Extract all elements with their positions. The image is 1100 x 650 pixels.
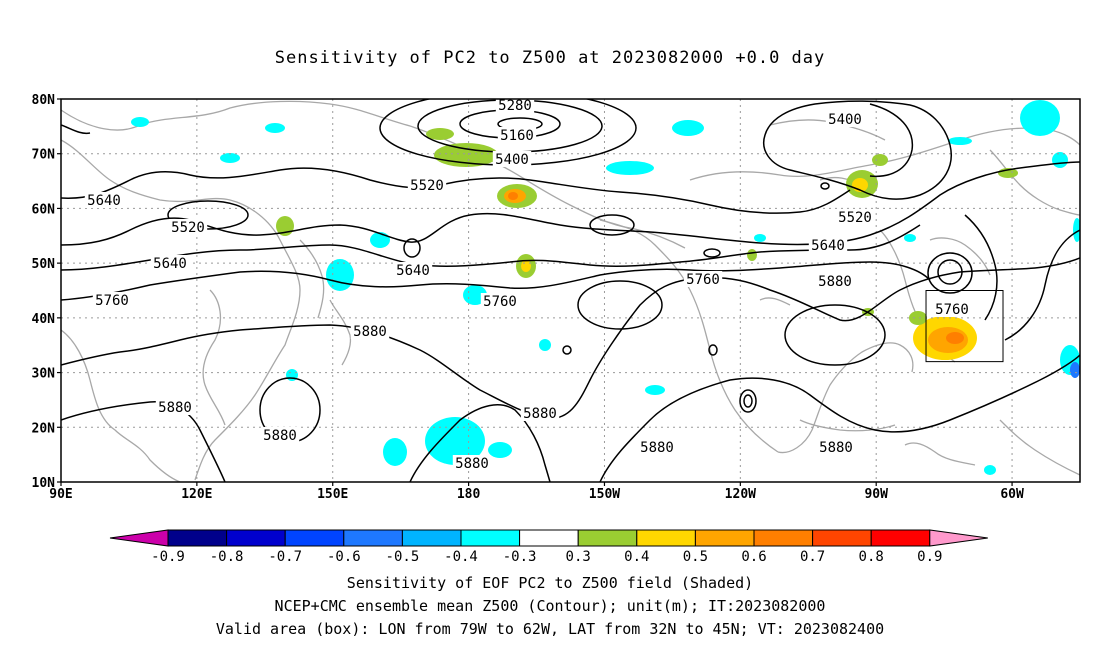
valid-area-box [925, 290, 1004, 363]
z500-contours [61, 99, 1080, 482]
contour-label: 5640 [811, 238, 845, 254]
colorbar-cell [460, 529, 521, 547]
lon-tick-label: 120E [181, 487, 212, 502]
colorbar-cell [167, 529, 228, 547]
lat-tick-label: 50N [32, 257, 56, 272]
lat-tick-label: 20N [32, 421, 56, 436]
colorbar-label: -0.3 [503, 549, 537, 565]
colorbar-label: 0.8 [859, 549, 884, 565]
lat-tick-label: 40N [32, 312, 56, 327]
contour-label: 5760 [483, 294, 517, 310]
plot-title: Sensitivity of PC2 to Z500 at 2023082000… [274, 48, 826, 68]
colorbar-label: 0.9 [917, 549, 942, 565]
contour-label: 5760 [935, 302, 969, 318]
lat-tick-label: 70N [32, 148, 56, 163]
caption-shaded: Sensitivity of EOF PC2 to Z500 field (Sh… [346, 574, 754, 592]
contour-label: 5640 [87, 193, 121, 209]
contour-label: 5400 [495, 152, 529, 168]
contour-label: 5880 [640, 440, 674, 456]
lon-tick-label: 150E [317, 487, 348, 502]
lat-tick-label: 30N [32, 367, 56, 382]
colorbar-label: 0.7 [800, 549, 825, 565]
colorbar-cell [401, 529, 462, 547]
contour-label: 5400 [828, 112, 862, 128]
colorbar-max-arrow [929, 529, 988, 547]
colorbar-cell [636, 529, 696, 547]
colorbar-label: -0.4 [444, 549, 478, 565]
contour-label: 5880 [158, 400, 192, 416]
colorbar-cell [870, 529, 931, 547]
lon-tick-label: 60W [1000, 487, 1024, 502]
contour-label: 5880 [523, 406, 557, 422]
lon-tick-label: 150W [589, 487, 620, 502]
colorbar-label: -0.7 [268, 549, 302, 565]
colorbar-min-arrow [109, 529, 169, 547]
colorbar-cell [812, 529, 872, 547]
colorbar-cell [577, 529, 638, 547]
colorbar-cell [343, 529, 403, 547]
lat-tick-label: 10N [32, 476, 56, 491]
colorbar-label: -0.6 [327, 549, 361, 565]
lat-tick-label: 80N [32, 93, 56, 108]
map-frame [60, 98, 1081, 483]
colorbar-label: 0.6 [741, 549, 766, 565]
sensitivity-shading [131, 100, 1080, 475]
colorbar-label: 0.3 [566, 549, 591, 565]
contour-labels: 5280 5160 5400 5400 5520 5520 5520 5640 5640 5640… [84, 97, 972, 472]
contour-label: 5760 [95, 293, 129, 309]
contour-label: 5880 [818, 274, 852, 290]
contour-label: 5160 [500, 128, 534, 144]
colorbar-cell [226, 529, 286, 547]
contour-label: 5280 [498, 98, 532, 114]
colorbar-label: -0.9 [151, 549, 185, 565]
colorbar-cell [694, 529, 755, 547]
lon-tick-label: 120W [725, 487, 756, 502]
contour-label: 5880 [455, 456, 489, 472]
lon-tick-label: 90W [864, 487, 888, 502]
grid-lines [61, 99, 1080, 482]
contour-label: 5520 [410, 178, 444, 194]
lon-tick-label: 90E [49, 487, 72, 502]
colorbar-cell [753, 529, 814, 547]
contour-label: 5520 [838, 210, 872, 226]
contour-label: 5640 [153, 256, 187, 272]
colorbar-label: -0.5 [386, 549, 420, 565]
contour-label: 5880 [263, 428, 297, 444]
colorbar-label: 0.4 [624, 549, 649, 565]
colorbar-label: 0.5 [683, 549, 708, 565]
caption-valid-area: Valid area (box): LON from 79W to 62W, L… [215, 620, 885, 638]
lon-tick-label: 180 [457, 487, 481, 502]
contour-label: 5880 [819, 440, 853, 456]
coastlines [61, 100, 1080, 482]
lat-tick-label: 60N [32, 202, 56, 217]
colorbar-cell [519, 529, 579, 547]
contour-label: 5880 [353, 324, 387, 340]
caption-contour: NCEP+CMC ensemble mean Z500 (Contour); u… [274, 597, 826, 615]
colorbar-cell [284, 529, 345, 547]
colorbar: -0.9 -0.8 -0.7 -0.6 -0.5 -0.4 -0.3 0.3 0.4 0.5 0.6… [109, 529, 988, 565]
contour-label: 5640 [396, 263, 430, 279]
contour-label: 5520 [171, 220, 205, 236]
colorbar-label: -0.8 [210, 549, 244, 565]
contour-label: 5760 [686, 272, 720, 288]
